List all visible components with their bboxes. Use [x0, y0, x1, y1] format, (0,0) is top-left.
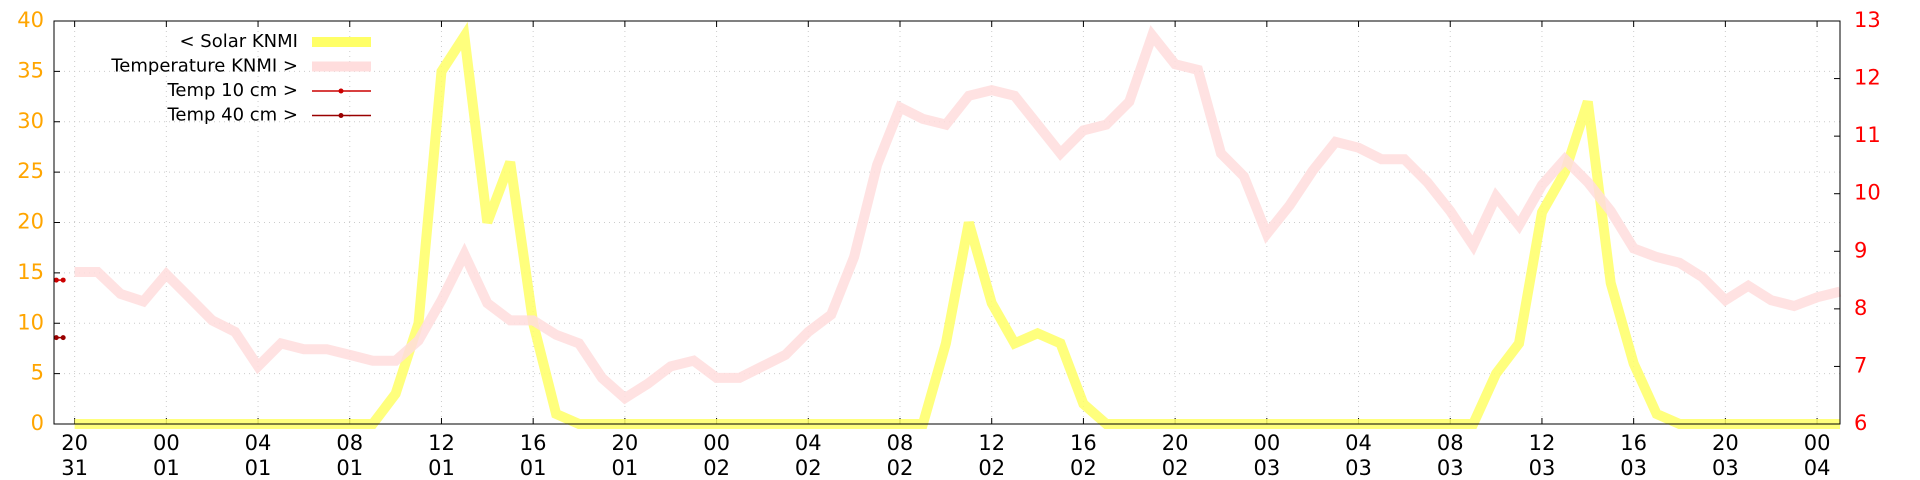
x-tick-label: 04 01: [245, 431, 272, 480]
plot-frame: [53, 20, 1841, 425]
y-tick-label: 0: [31, 411, 44, 435]
y2-tick-label: 10: [1854, 181, 1881, 205]
legend-label: Temperature KNMI >: [110, 56, 298, 77]
y2-tick-label: 13: [1854, 8, 1881, 32]
series-line: [74, 25, 1842, 405]
y-tick-label: 40: [17, 8, 44, 32]
x-tick-label: 20 31: [61, 431, 88, 480]
x-tick-label: 00 02: [703, 431, 730, 480]
legend-label: < Solar KNMI: [179, 31, 298, 52]
y-tick-label: 35: [17, 58, 44, 82]
x-tick-label: 04 03: [1345, 431, 1372, 480]
x-tick-label: 08 02: [887, 431, 914, 480]
legend-label: Temp 40 cm >: [166, 105, 298, 126]
y2-tick-label: 12: [1854, 66, 1881, 90]
y-tick-label: 30: [17, 109, 44, 133]
y-tick-label: 25: [17, 159, 44, 183]
x-tick-label: 00 01: [153, 431, 180, 480]
point: [53, 335, 59, 341]
legend-marker: [338, 113, 344, 118]
y2-tick-label: 11: [1854, 123, 1881, 147]
x-tick-label: 20 02: [1162, 431, 1189, 480]
legend-marker: [338, 88, 344, 94]
series-line: [74, 21, 1840, 429]
point: [60, 277, 66, 283]
x-tick-label: 20 03: [1712, 431, 1739, 480]
y2-tick-label: 9: [1854, 238, 1867, 262]
y2-tick-label: 8: [1854, 296, 1867, 320]
legend-label: Temp 10 cm >: [166, 80, 298, 101]
y-tick-label: 20: [17, 210, 44, 234]
x-tick-label: 12 01: [428, 431, 455, 480]
x-tick-label: 12 03: [1529, 431, 1556, 480]
y-tick-label: 5: [31, 361, 44, 385]
x-tick-label: 08 03: [1437, 431, 1464, 480]
x-tick-label: 04 02: [795, 431, 822, 480]
y2-tick-label: 6: [1854, 411, 1867, 435]
x-tick-label: 16 03: [1620, 431, 1647, 480]
x-tick-label: 08 01: [336, 431, 363, 480]
y-tick-label: 15: [17, 260, 44, 284]
point: [60, 335, 66, 341]
y2-tick-label: 7: [1854, 353, 1867, 377]
x-tick-label: 12 02: [978, 431, 1005, 480]
x-tick-label: 00 04: [1804, 431, 1831, 480]
x-tick-label: 20 01: [612, 431, 639, 480]
y-tick-label: 10: [17, 310, 44, 334]
point: [53, 277, 59, 283]
x-tick-label: 16 01: [520, 431, 547, 480]
x-tick-label: 00 03: [1253, 431, 1280, 480]
x-tick-label: 16 02: [1070, 431, 1097, 480]
